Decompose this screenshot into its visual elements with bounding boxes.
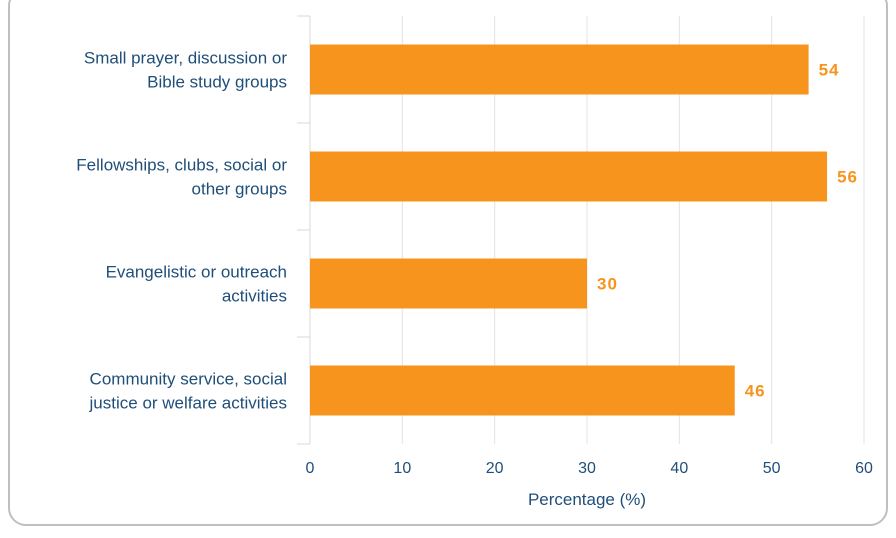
x-tick-label: 50	[763, 460, 781, 477]
category-label: Community service, social justice or welf…	[89, 370, 287, 413]
category-label-line: Small prayer, discussion or	[84, 49, 287, 68]
data-label: 56	[837, 168, 858, 187]
category-label-line: justice or welfare activities	[89, 394, 287, 413]
category-label: Small prayer, discussion or Bible study g…	[84, 49, 287, 92]
x-tick-label: 40	[670, 460, 688, 477]
x-tick-label: 20	[486, 460, 504, 477]
x-tick-label: 0	[306, 460, 315, 477]
category-label-line: activities	[222, 287, 287, 306]
x-tick-label: 10	[393, 460, 411, 477]
bar	[310, 365, 735, 416]
category-label-line: Fellowships, clubs, social or	[76, 156, 287, 175]
bar	[310, 44, 809, 95]
category-labels: Small prayer, discussion or Bible study g…	[76, 49, 287, 413]
data-labels: 54 56 30 46	[597, 61, 858, 401]
category-label-line: Community service, social	[90, 370, 287, 389]
bar	[310, 151, 828, 202]
bar	[310, 258, 587, 309]
data-label: 30	[597, 275, 618, 294]
category-label-line: Evangelistic or outreach	[106, 263, 287, 282]
category-label-line: other groups	[192, 180, 287, 199]
category-label: Evangelistic or outreach activities	[106, 263, 287, 306]
y-axis	[297, 15, 311, 445]
category-label: Fellowships, clubs, social or other group…	[76, 156, 287, 199]
bars	[310, 44, 828, 416]
x-tick-label: 30	[578, 460, 596, 477]
data-label: 54	[819, 61, 840, 80]
x-axis-title: Percentage (%)	[528, 490, 646, 509]
data-label: 46	[745, 382, 766, 401]
category-label-line: Bible study groups	[147, 73, 287, 92]
x-tick-labels: 0 10 20 30 40 50 60	[306, 460, 873, 477]
x-tick-label: 60	[855, 460, 873, 477]
